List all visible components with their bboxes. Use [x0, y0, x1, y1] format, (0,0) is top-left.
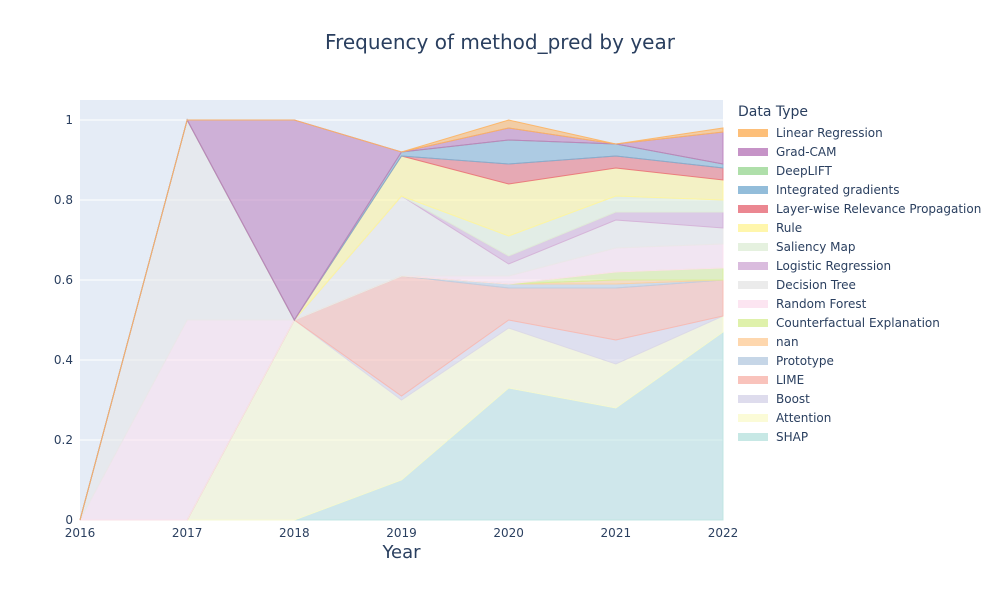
legend-swatch [738, 223, 768, 232]
legend-swatch [738, 394, 768, 403]
legend-swatch [738, 299, 768, 308]
legend-swatch [738, 356, 768, 365]
legend-item[interactable]: Prototype [738, 351, 981, 370]
legend-label: Random Forest [776, 296, 867, 311]
area-linear-regression [79, 119, 724, 521]
legend-label: nan [776, 334, 799, 349]
legend-swatch [738, 261, 768, 270]
legend-item[interactable]: DeepLIFT [738, 161, 981, 180]
legend-item[interactable]: Counterfactual Explanation [738, 313, 981, 332]
legend-item[interactable]: Decision Tree [738, 275, 981, 294]
legend-item[interactable]: Layer-wise Relevance Propagation [738, 199, 981, 218]
legend-item[interactable]: Integrated gradients [738, 180, 981, 199]
legend-label: Linear Regression [776, 125, 883, 140]
legend-swatch [738, 166, 768, 175]
y-tick-label: 0 [65, 513, 73, 527]
x-tick-label: 2020 [493, 526, 524, 540]
legend-label: Grad-CAM [776, 144, 837, 159]
legend-swatch [738, 432, 768, 441]
y-tick-label: 0.2 [54, 433, 73, 447]
legend-label: DeepLIFT [776, 163, 832, 178]
legend-item[interactable]: Rule [738, 218, 981, 237]
legend-swatch [738, 318, 768, 327]
legend-label: Boost [776, 391, 810, 406]
legend: Data Type Linear Regression Grad-CAM DeepL… [738, 104, 981, 446]
x-tick-label: 2021 [601, 526, 632, 540]
y-tick-label: 1 [65, 113, 73, 127]
chart-title: Frequency of method_pred by year [325, 30, 675, 54]
legend-item[interactable]: SHAP [738, 427, 981, 446]
legend-item[interactable]: Random Forest [738, 294, 981, 313]
legend-label: Decision Tree [776, 277, 856, 292]
y-tick-label: 0.4 [54, 353, 73, 367]
legend-label: Layer-wise Relevance Propagation [776, 201, 982, 216]
legend-swatch [738, 185, 768, 194]
legend-item[interactable]: Linear Regression [738, 123, 981, 142]
legend-label: Attention [776, 410, 832, 425]
x-tick-label: 2019 [386, 526, 417, 540]
legend-items: Linear Regression Grad-CAM DeepLIFT Integra… [738, 123, 981, 446]
x-tick-label: 2017 [172, 526, 203, 540]
y-tick-label: 0.8 [54, 193, 73, 207]
legend-swatch [738, 280, 768, 289]
legend-item[interactable]: Saliency Map [738, 237, 981, 256]
y-tick-label: 0.6 [54, 273, 73, 287]
legend-label: Prototype [776, 353, 834, 368]
legend-item[interactable]: Boost [738, 389, 981, 408]
legend-label: Integrated gradients [776, 182, 900, 197]
legend-item[interactable]: Attention [738, 408, 981, 427]
x-tick-label: 2022 [708, 526, 739, 540]
legend-swatch [738, 147, 768, 156]
legend-swatch [738, 413, 768, 422]
legend-label: Counterfactual Explanation [776, 315, 940, 330]
legend-swatch [738, 337, 768, 346]
x-tick-label: 2016 [65, 526, 96, 540]
legend-item[interactable]: Logistic Regression [738, 256, 981, 275]
legend-swatch [738, 204, 768, 213]
x-tick-label: 2018 [279, 526, 310, 540]
legend-label: Saliency Map [776, 239, 856, 254]
legend-item[interactable]: nan [738, 332, 981, 351]
legend-item[interactable]: LIME [738, 370, 981, 389]
legend-label: Rule [776, 220, 803, 235]
x-axis-title: Year [381, 542, 421, 563]
legend-label: Logistic Regression [776, 258, 892, 273]
legend-swatch [738, 128, 768, 137]
legend-swatch [738, 375, 768, 384]
legend-swatch [738, 242, 768, 251]
legend-title: Data Type [738, 104, 809, 120]
legend-item[interactable]: Grad-CAM [738, 142, 981, 161]
legend-label: LIME [776, 372, 805, 387]
legend-label: SHAP [776, 429, 809, 444]
